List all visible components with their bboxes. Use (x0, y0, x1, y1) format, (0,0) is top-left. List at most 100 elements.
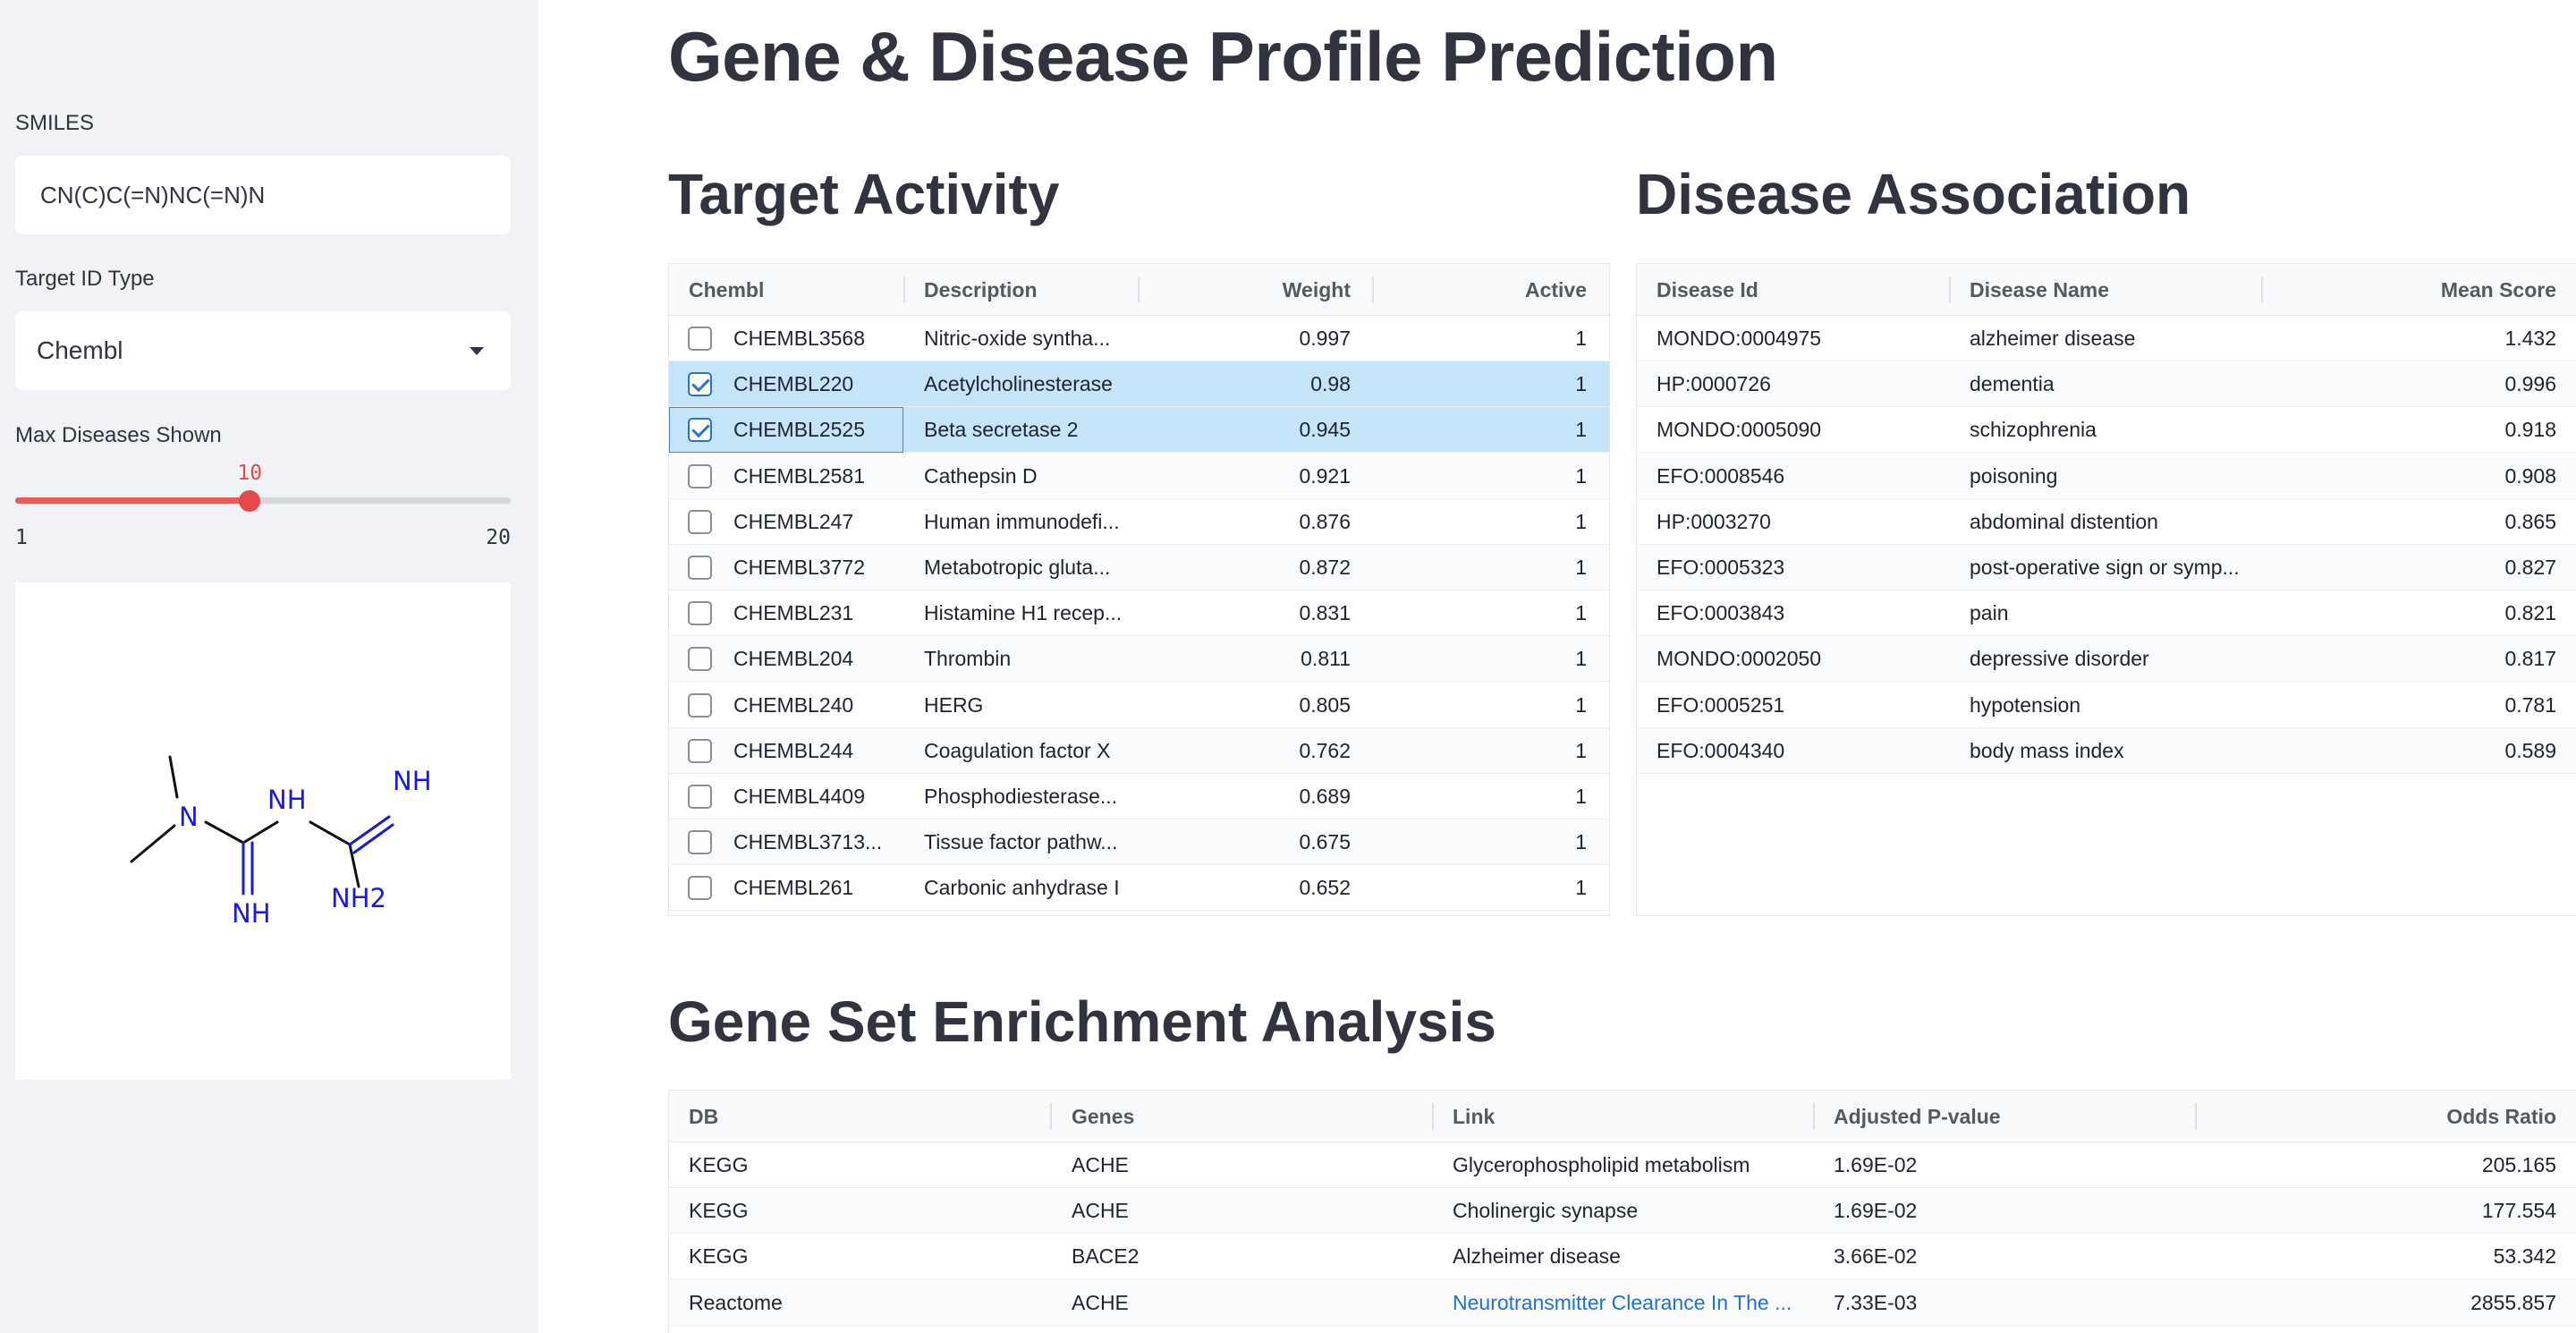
cell-chembl-id: CHEMBL244 (733, 738, 854, 762)
cell-link-anchor[interactable]: Neurotransmitter Clearance In The ... (1453, 1290, 1792, 1314)
column-header-mean-score[interactable]: Mean Score (2440, 278, 2556, 301)
column-divider[interactable] (1813, 1103, 1815, 1130)
column-divider[interactable] (1949, 276, 1951, 303)
disease-association-table: Disease Id Disease Name Mean Score MONDO… (1636, 263, 2576, 916)
atom-nh-imine-right: NH (393, 766, 432, 796)
cell-db: Reactome (689, 1290, 783, 1314)
cell-description: Thrombin (924, 647, 1012, 671)
row-checkbox[interactable] (688, 830, 712, 855)
row-checkbox[interactable] (688, 556, 712, 580)
table-row[interactable]: CHEMBL3568 Nitric-oxide syntha... 0.997 1 (669, 316, 1609, 361)
row-checkbox[interactable] (688, 692, 712, 717)
table-row[interactable]: CHEMBL231 Histamine H1 recep... 0.831 1 (669, 590, 1609, 637)
table-row[interactable]: EFO:0005323 post-operative sign or symp..… (1637, 545, 2576, 590)
table-row[interactable]: Reactome ACHE Neurotransmitter Clearance I… (669, 1279, 2576, 1326)
cell-disease-name: post-operative sign or symp... (1970, 556, 2240, 579)
column-header-adjusted-p-value[interactable]: Adjusted P-value (1834, 1105, 2001, 1128)
table-row[interactable]: CHEMBL3772 Metabotropic gluta... 0.872 1 (669, 545, 1609, 590)
column-divider[interactable] (903, 276, 905, 303)
table-row[interactable]: MONDO:0005090 schizophrenia 0.918 (1637, 407, 2576, 454)
cell-odds-ratio: 53.342 (2493, 1244, 2556, 1269)
table-row[interactable]: KEGG ACHE Cholinergic synapse 1.69E-02 177.5… (669, 1188, 2576, 1235)
row-checkbox[interactable] (688, 509, 712, 534)
column-header-disease-name[interactable]: Disease Name (1970, 278, 2109, 301)
table-row[interactable]: MONDO:0002050 depressive disorder 0.817 (1637, 636, 2576, 683)
column-header-description[interactable]: Description (924, 278, 1038, 301)
max-diseases-slider[interactable] (15, 490, 511, 512)
table-row[interactable]: HP:0003270 abdominal distention 0.865 (1637, 499, 2576, 545)
row-checkbox[interactable] (688, 601, 712, 626)
table-row[interactable]: CHEMBL244 Coagulation factor X 0.762 1 (669, 727, 1609, 774)
cell-weight: 0.98 (1310, 372, 1351, 396)
cell-disease-name: hypotension (1970, 692, 2081, 717)
column-header-odds-ratio[interactable]: Odds Ratio (2446, 1105, 2556, 1128)
molecule-svg: N NH NH NH NH2 (130, 755, 432, 929)
row-checkbox[interactable] (688, 785, 712, 809)
table-row[interactable]: CHEMBL4409 Phosphodiesterase... 0.689 1 (669, 774, 1609, 819)
cell-active: 1 (1575, 327, 1587, 350)
column-divider[interactable] (1050, 1103, 1052, 1130)
molecule-structure-image: N NH NH NH NH2 (15, 582, 511, 1080)
table-row[interactable]: CHEMBL2525 Beta secretase 2 0.945 1 (669, 407, 1609, 454)
cell-active: 1 (1575, 830, 1587, 854)
cell-active: 1 (1575, 418, 1587, 442)
atom-nh2: NH2 (331, 883, 386, 913)
cell-description: Beta secretase 2 (924, 418, 1079, 442)
table-row[interactable]: CHEMBL261 Carbonic anhydrase I 0.652 1 (669, 865, 1609, 912)
column-header-genes[interactable]: Genes (1072, 1105, 1135, 1128)
column-divider[interactable] (1372, 276, 1374, 303)
column-divider[interactable] (2195, 1103, 2197, 1130)
target-id-type-value: Chembl (37, 336, 123, 364)
cell-disease-id: EFO:0004340 (1657, 738, 1785, 762)
column-header-weight[interactable]: Weight (1282, 278, 1351, 301)
smiles-input[interactable]: CN(C)C(=N)NC(=N)N (15, 156, 511, 234)
column-divider[interactable] (1138, 276, 1140, 303)
row-checkbox[interactable] (688, 647, 712, 672)
table-row[interactable]: CHEMBL247 Human immunodefi... 0.876 1 (669, 499, 1609, 545)
column-header-active[interactable]: Active (1524, 278, 1587, 301)
table-row[interactable]: CHEMBL2581 Cathepsin D 0.921 1 (669, 453, 1609, 499)
cell-link: Alzheimer disease (1453, 1244, 1621, 1269)
table-row[interactable]: KEGG ACHE Glycerophospholipid metabolism 1.… (669, 1142, 2576, 1188)
cell-mean-score: 0.865 (2504, 509, 2556, 533)
cell-odds-ratio: 205.165 (2481, 1153, 2556, 1176)
smiles-label: SMILES (15, 111, 95, 135)
row-checkbox[interactable] (688, 738, 712, 763)
table-row[interactable]: CHEMBL204 Thrombin 0.811 1 (669, 636, 1609, 683)
table-row[interactable]: CHEMBL3713... Tissue factor pathw... 0.675… (669, 819, 1609, 866)
cell-adjusted-p-value: 7.33E-03 (1834, 1290, 1918, 1314)
row-checkbox[interactable] (688, 327, 712, 351)
table-row[interactable]: EFO:0005251 hypotension 0.781 (1637, 683, 2576, 728)
cell-genes: ACHE (1072, 1199, 1129, 1223)
slider-min-label: 1 (15, 526, 28, 549)
cell-active: 1 (1575, 692, 1587, 717)
table-row[interactable]: EFO:0003843 pain 0.821 (1637, 590, 2576, 637)
max-diseases-label: Max Diseases Shown (15, 423, 222, 447)
table-row[interactable]: KEGG BACE2 Alzheimer disease 3.66E-02 53.342 (669, 1234, 2576, 1280)
table-row[interactable]: EFO:0004340 body mass index 0.589 (1637, 727, 2576, 774)
table-row[interactable]: CHEMBL240 HERG 0.805 1 (669, 683, 1609, 728)
table-row[interactable]: CHEMBL220 Acetylcholinesterase 0.98 1 (669, 361, 1609, 408)
table-header: Disease Id Disease Name Mean Score (1637, 264, 2576, 316)
table-row[interactable]: MONDO:0004975 alzheimer disease 1.432 (1637, 316, 2576, 361)
row-checkbox[interactable] (688, 463, 712, 488)
cell-chembl-id: CHEMBL3713... (733, 830, 883, 854)
column-header-link[interactable]: Link (1453, 1105, 1496, 1128)
table-row[interactable]: HP:0000726 dementia 0.996 (1637, 361, 2576, 408)
row-checkbox[interactable] (688, 372, 712, 397)
cell-db: KEGG (689, 1199, 749, 1223)
slider-thumb[interactable] (239, 490, 261, 512)
column-header-db[interactable]: DB (689, 1105, 719, 1128)
row-checkbox[interactable] (688, 418, 712, 443)
cell-chembl-id: CHEMBL220 (733, 372, 854, 396)
cell-mean-score: 0.918 (2504, 418, 2556, 442)
column-divider[interactable] (2261, 276, 2263, 303)
column-header-disease-id[interactable]: Disease Id (1657, 278, 1758, 301)
cell-weight: 0.872 (1299, 556, 1351, 579)
column-header-chembl[interactable]: Chembl (689, 278, 765, 301)
column-divider[interactable] (1432, 1103, 1434, 1130)
row-checkbox[interactable] (688, 876, 712, 901)
target-id-type-select[interactable]: Chembl (15, 311, 511, 390)
cell-mean-score: 0.821 (2504, 601, 2556, 625)
table-row[interactable]: EFO:0008546 poisoning 0.908 (1637, 453, 2576, 499)
